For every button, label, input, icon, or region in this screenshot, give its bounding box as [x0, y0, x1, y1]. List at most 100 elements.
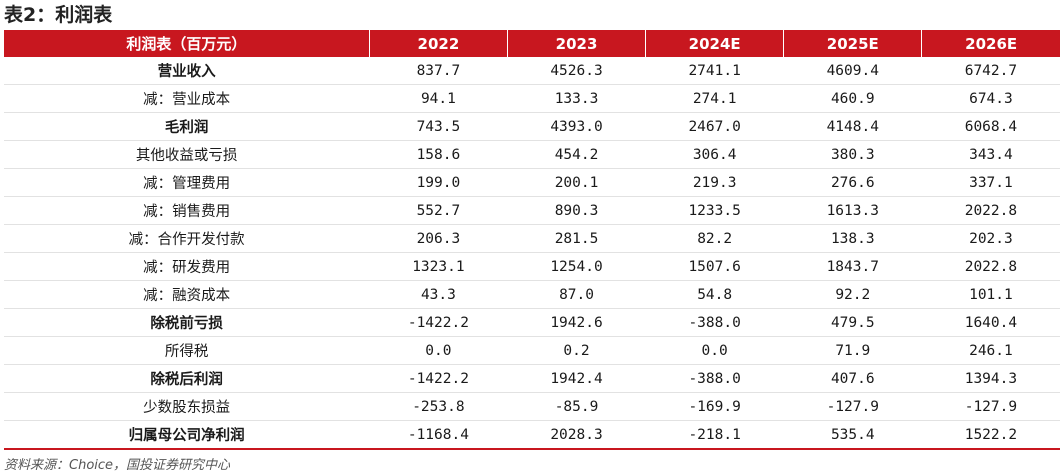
table-cell: -1422.2 — [369, 364, 508, 393]
table-cell: 92.2 — [783, 280, 922, 309]
row-label: 毛利润 — [4, 112, 370, 141]
row-label: 减：管理费用 — [4, 168, 370, 197]
table-row: 营业收入 837.7 4526.3 2741.1 4609.4 6742.7 — [4, 57, 1060, 85]
table-row: 所得税 0.0 0.2 0.0 71.9 246.1 — [4, 336, 1060, 365]
table-cell: 1522.2 — [921, 420, 1060, 450]
row-label: 减：销售费用 — [4, 196, 370, 225]
table-cell: 54.8 — [645, 280, 784, 309]
income-statement-table: 利润表（百万元） 2022 2023 2024E 2025E 2026E 营业收… — [4, 30, 1060, 450]
table-row: 减：营业成本 94.1 133.3 274.1 460.9 674.3 — [4, 84, 1060, 113]
table-row: 减：研发费用 1323.1 1254.0 1507.6 1843.7 2022.8 — [4, 252, 1060, 281]
table-cell: 206.3 — [369, 224, 508, 253]
table-cell: 82.2 — [645, 224, 784, 253]
table-row: 归属母公司净利润 -1168.4 2028.3 -218.1 535.4 1522.2 — [4, 420, 1060, 450]
table-cell: 674.3 — [921, 84, 1060, 113]
table-cell: 2022.8 — [921, 252, 1060, 281]
table-cell: 158.6 — [369, 140, 508, 169]
table-header-row: 利润表（百万元） 2022 2023 2024E 2025E 2026E — [4, 30, 1060, 57]
table-cell: 552.7 — [369, 196, 508, 225]
table-cell: 200.1 — [507, 168, 646, 197]
table-cell: 479.5 — [783, 308, 922, 337]
table-row: 减：融资成本 43.3 87.0 54.8 92.2 101.1 — [4, 280, 1060, 309]
table-cell: 535.4 — [783, 420, 922, 450]
table-cell: 407.6 — [783, 364, 922, 393]
table-cell: 1254.0 — [507, 252, 646, 281]
header-year-2026e: 2026E — [921, 30, 1060, 57]
row-label: 减：融资成本 — [4, 280, 370, 309]
table-cell: 2741.1 — [645, 57, 784, 85]
table-row: 其他收益或亏损 158.6 454.2 306.4 380.3 343.4 — [4, 140, 1060, 169]
row-label: 所得税 — [4, 336, 370, 365]
table-row: 减：销售费用 552.7 890.3 1233.5 1613.3 2022.8 — [4, 196, 1060, 225]
row-label: 减：合作开发付款 — [4, 224, 370, 253]
table-cell: 1640.4 — [921, 308, 1060, 337]
table-row: 减：管理费用 199.0 200.1 219.3 276.6 337.1 — [4, 168, 1060, 197]
table-row: 除税后利润 -1422.2 1942.4 -388.0 407.6 1394.3 — [4, 364, 1060, 393]
table-cell: 2022.8 — [921, 196, 1060, 225]
table-cell: 276.6 — [783, 168, 922, 197]
row-label: 少数股东损益 — [4, 392, 370, 421]
table-cell: 1613.3 — [783, 196, 922, 225]
table-cell: -1422.2 — [369, 308, 508, 337]
row-label: 减：营业成本 — [4, 84, 370, 113]
header-year-2024e: 2024E — [645, 30, 785, 57]
table-cell: -1168.4 — [369, 420, 508, 450]
row-label: 归属母公司净利润 — [4, 420, 370, 450]
table-cell: 337.1 — [921, 168, 1060, 197]
table-cell: -388.0 — [645, 308, 784, 337]
table-cell: 0.0 — [369, 336, 508, 365]
table-cell: 343.4 — [921, 140, 1060, 169]
table-cell: 87.0 — [507, 280, 646, 309]
table-cell: 133.3 — [507, 84, 646, 113]
table-cell: 4148.4 — [783, 112, 922, 141]
table-cell: 274.1 — [645, 84, 784, 113]
table-row: 除税前亏损 -1422.2 1942.6 -388.0 479.5 1640.4 — [4, 308, 1060, 337]
row-label: 减：研发费用 — [4, 252, 370, 281]
table-cell: 1942.4 — [507, 364, 646, 393]
table-row: 减：合作开发付款 206.3 281.5 82.2 138.3 202.3 — [4, 224, 1060, 253]
row-label: 营业收入 — [4, 57, 370, 85]
table-cell: -85.9 — [507, 392, 646, 421]
table-title: 表2：利润表 — [4, 4, 113, 26]
table-cell: 202.3 — [921, 224, 1060, 253]
table-cell: 1507.6 — [645, 252, 784, 281]
table-cell: 743.5 — [369, 112, 508, 141]
table-cell: -127.9 — [921, 392, 1060, 421]
table-cell: 837.7 — [369, 57, 508, 85]
table-cell: 2467.0 — [645, 112, 784, 141]
table-cell: 1394.3 — [921, 364, 1060, 393]
table-cell: 1233.5 — [645, 196, 784, 225]
header-item-label: 利润表（百万元） — [4, 30, 370, 57]
header-year-2022: 2022 — [369, 30, 508, 57]
table-cell: 4393.0 — [507, 112, 646, 141]
table-cell: 101.1 — [921, 280, 1060, 309]
table-cell: 2028.3 — [507, 420, 646, 450]
table-cell: 454.2 — [507, 140, 646, 169]
table-cell: 71.9 — [783, 336, 922, 365]
table-cell: 138.3 — [783, 224, 922, 253]
table-cell: 0.2 — [507, 336, 646, 365]
table-cell: -218.1 — [645, 420, 784, 450]
table-cell: 4526.3 — [507, 57, 646, 85]
header-year-2025e: 2025E — [783, 30, 923, 57]
table-cell: 1942.6 — [507, 308, 646, 337]
table-row: 毛利润 743.5 4393.0 2467.0 4148.4 6068.4 — [4, 112, 1060, 141]
table-cell: 219.3 — [645, 168, 784, 197]
header-year-2023: 2023 — [507, 30, 647, 57]
table-cell: -127.9 — [783, 392, 922, 421]
table-cell: 380.3 — [783, 140, 922, 169]
table-cell: 4609.4 — [783, 57, 922, 85]
row-label: 其他收益或亏损 — [4, 140, 370, 169]
row-label: 除税后利润 — [4, 364, 370, 393]
table-cell: 1323.1 — [369, 252, 508, 281]
row-label: 除税前亏损 — [4, 308, 370, 337]
table-cell: 281.5 — [507, 224, 646, 253]
table-cell: 6068.4 — [921, 112, 1060, 141]
table-cell: 460.9 — [783, 84, 922, 113]
table-cell: 246.1 — [921, 336, 1060, 365]
table-cell: 6742.7 — [921, 57, 1060, 85]
table-cell: -253.8 — [369, 392, 508, 421]
table-row: 少数股东损益 -253.8 -85.9 -169.9 -127.9 -127.9 — [4, 392, 1060, 421]
table-cell: 306.4 — [645, 140, 784, 169]
table-cell: 1843.7 — [783, 252, 922, 281]
